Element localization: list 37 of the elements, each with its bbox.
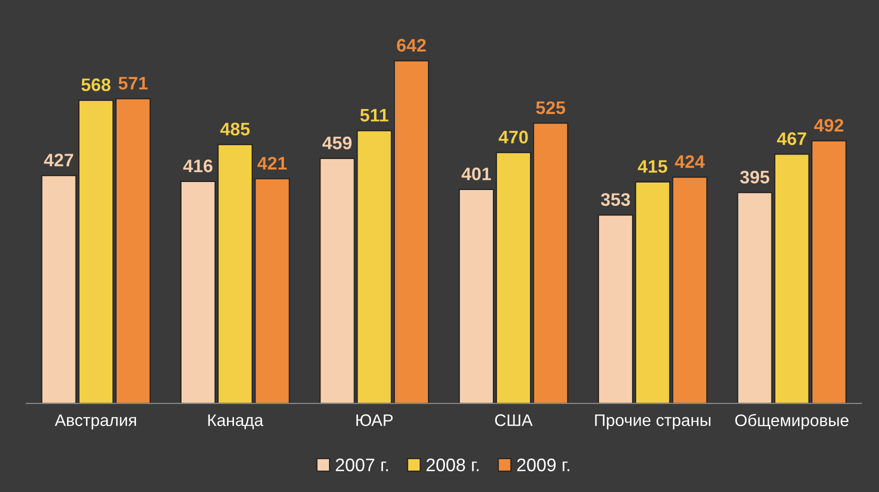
bar — [532, 122, 568, 404]
data-label: 642 — [397, 38, 426, 52]
bar — [394, 60, 430, 404]
data-label: 571 — [118, 76, 148, 90]
data-label: 492 — [814, 118, 844, 132]
legend-label: 2008 г. — [426, 458, 479, 472]
data-label: 427 — [44, 154, 74, 166]
bar — [811, 140, 847, 404]
data-label: 395 — [740, 170, 770, 184]
legend-label: 2007 г. — [336, 458, 388, 472]
data-label: 511 — [360, 108, 388, 122]
bar — [41, 174, 76, 404]
bar — [496, 152, 532, 404]
legend-label: 2009 г. — [517, 458, 570, 472]
data-label: 401 — [462, 168, 491, 180]
data-label: 470 — [498, 130, 528, 144]
bar — [78, 100, 114, 404]
x-tick-label: ЮАР — [356, 414, 393, 426]
bar — [115, 98, 151, 404]
data-label: 421 — [257, 156, 287, 170]
x-tick-label: Прочие страны — [595, 414, 710, 430]
data-label: 467 — [777, 132, 806, 146]
data-label: 424 — [674, 155, 705, 168]
data-label: 568 — [81, 78, 110, 92]
data-label: 416 — [183, 160, 212, 172]
data-label: 415 — [638, 160, 668, 173]
data-label: 485 — [220, 122, 250, 136]
x-tick-label: США — [495, 414, 533, 426]
bar — [180, 180, 216, 404]
data-label: 353 — [600, 193, 630, 206]
x-tick-label: Австралия — [54, 414, 136, 430]
data-label: 459 — [322, 136, 352, 150]
bar — [458, 188, 494, 404]
data-label: 525 — [536, 101, 566, 114]
bar — [598, 214, 634, 404]
x-tick-label: Общемировые — [735, 414, 848, 430]
x-tick-label: Канада — [208, 414, 264, 430]
